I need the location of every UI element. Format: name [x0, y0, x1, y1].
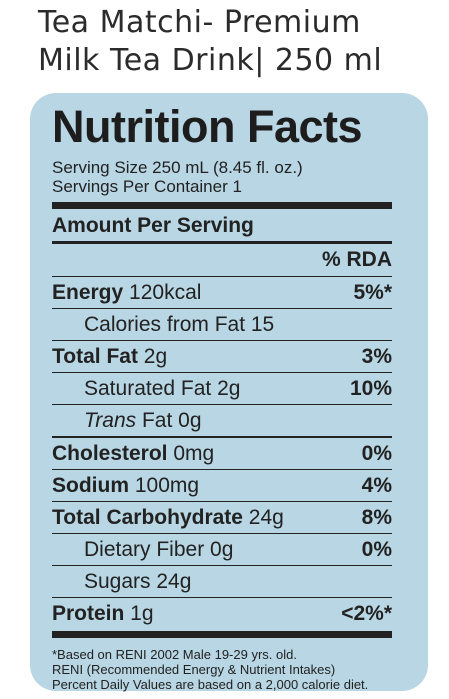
nutrient-value: Fat 0g: [136, 408, 202, 432]
nutrient-value: 2g: [137, 344, 168, 368]
nutrient-name: Protein: [52, 601, 125, 625]
divider-medium: [52, 241, 392, 244]
nutrient-value: 100mg: [129, 473, 200, 497]
product-title-line2: Milk Tea Drink| 250 ml: [38, 43, 383, 78]
product-title-line1: Tea Matchi- Premium: [38, 5, 361, 40]
nutrient-name: Cholesterol: [52, 441, 168, 465]
nutrition-facts-label: Nutrition Facts Serving Size 250 mL (8.4…: [52, 100, 392, 692]
divider-bottom: [52, 631, 392, 638]
footnotes: *Based on RENI 2002 Male 19-29 yrs. old.…: [52, 647, 392, 692]
nutrient-name: Total Fat: [52, 344, 138, 368]
divider-thick: [52, 202, 392, 209]
nutrient-row-energy: Energy 120kcal 5%*: [52, 277, 392, 309]
nutrient-row-sodium: Sodium 100mg 4%: [52, 470, 392, 502]
nutrition-facts-heading: Nutrition Facts: [52, 101, 363, 152]
nutrient-value: 1g: [124, 601, 154, 625]
rda-header: % RDA: [52, 244, 392, 277]
nutrient-row-saturated-fat: Saturated Fat 2g 10%: [52, 373, 392, 405]
serving-size: Serving Size 250 mL (8.45 fl. oz.): [52, 158, 303, 177]
nutrient-value: 24g: [242, 505, 284, 529]
amount-per-serving: Amount Per Serving: [52, 214, 254, 237]
nutrient-value: Dietary Fiber 0g: [84, 537, 234, 561]
footnote-line: Percent Daily Values are based on a 2,00…: [52, 677, 369, 692]
nutrient-row-total-carbohydrate: Total Carbohydrate 24g 8%: [52, 502, 392, 534]
nutrient-pct: 10%: [349, 376, 392, 400]
footnote-line: RENI (Recommended Energy & Nutrient Inta…: [52, 662, 336, 677]
nutrient-row-protein: Protein 1g <2%*: [52, 598, 392, 629]
nutrient-pct: 0%: [361, 441, 392, 465]
nutrient-row-total-fat: Total Fat 2g 3%: [52, 341, 392, 373]
nutrient-name: Sodium: [52, 473, 129, 497]
nutrient-pct: 3%: [361, 344, 392, 368]
nutrient-pct: 5%*: [353, 280, 392, 304]
nutrient-value: Saturated Fat 2g: [84, 376, 241, 400]
nutrient-pct: 4%: [361, 473, 392, 497]
nutrient-name: Energy: [52, 280, 124, 304]
product-title: Tea Matchi- Premium Milk Tea Drink| 250 …: [38, 4, 438, 80]
servings-per-container: Servings Per Container 1: [52, 177, 242, 196]
nutrient-name: Total Carbohydrate: [52, 505, 243, 529]
nutrition-panel-background: [30, 93, 428, 691]
nutrient-value: Calories from Fat 15: [84, 312, 275, 336]
footnote-line: *Based on RENI 2002 Male 19-29 yrs. old.: [52, 647, 297, 662]
nutrient-value: Sugars 24g: [84, 569, 192, 593]
nutrient-value: 120kcal: [123, 280, 202, 304]
nutrient-pct: <2%*: [341, 601, 392, 625]
nutrient-row-trans-fat: Trans Fat 0g: [52, 405, 392, 438]
nutrient-value: 0mg: [167, 441, 215, 465]
nutrient-name: Trans: [84, 408, 137, 432]
nutrient-row-sugars: Sugars 24g: [52, 566, 392, 598]
nutrient-row-dietary-fiber: Dietary Fiber 0g 0%: [52, 534, 392, 566]
nutrient-row-cholesterol: Cholesterol 0mg 0%: [52, 438, 392, 470]
nutrient-pct: 8%: [361, 505, 392, 529]
nutrient-pct: 0%: [361, 537, 392, 561]
nutrient-row-calories-from-fat: Calories from Fat 15: [52, 309, 392, 341]
